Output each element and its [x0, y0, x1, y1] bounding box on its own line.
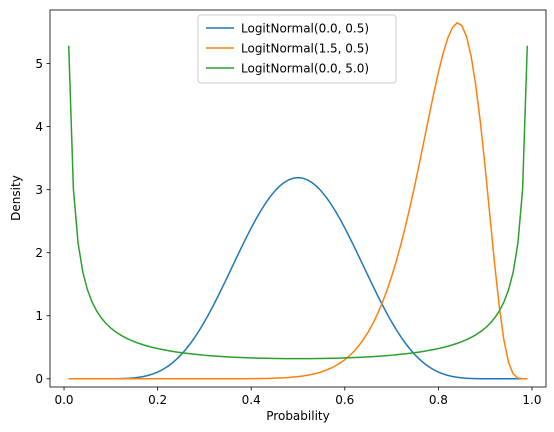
x-axis: 0.0 0.2 0.4 0.6 0.8 1.0 [54, 387, 542, 407]
x-tick-label: 0.0 [54, 393, 73, 407]
x-tick-label: 0.2 [148, 393, 167, 407]
x-axis-label: Probability [266, 409, 329, 423]
y-tick-label: 5 [35, 57, 43, 71]
y-tick-label: 3 [35, 183, 43, 197]
y-tick-label: 1 [35, 309, 43, 323]
y-tick-label: 2 [35, 246, 43, 260]
x-tick-label: 1.0 [522, 393, 541, 407]
series-line-2 [68, 22, 528, 380]
legend-label-2: LogitNormal(1.5, 0.5) [241, 41, 369, 55]
legend-box [197, 14, 397, 84]
x-tick-label: 0.4 [242, 393, 261, 407]
legend-label-1: LogitNormal(0.0, 0.5) [241, 21, 369, 35]
legend: LogitNormal(0.0, 0.5) LogitNormal(1.5, 0.… [197, 14, 397, 84]
y-tick-label: 0 [35, 372, 43, 386]
axes-frame [49, 9, 547, 388]
series-line-1 [68, 176, 528, 380]
y-axis-label: Density [9, 175, 23, 221]
y-tick-label: 4 [35, 120, 43, 134]
plot-lines [67, 22, 529, 380]
series-line-3 [67, 45, 529, 360]
legend-label-3: LogitNormal(0.0, 5.0) [241, 61, 369, 75]
y-axis: 0 1 2 3 4 5 [35, 57, 50, 386]
x-tick-label: 0.8 [429, 393, 448, 407]
x-tick-label: 0.6 [335, 393, 354, 407]
